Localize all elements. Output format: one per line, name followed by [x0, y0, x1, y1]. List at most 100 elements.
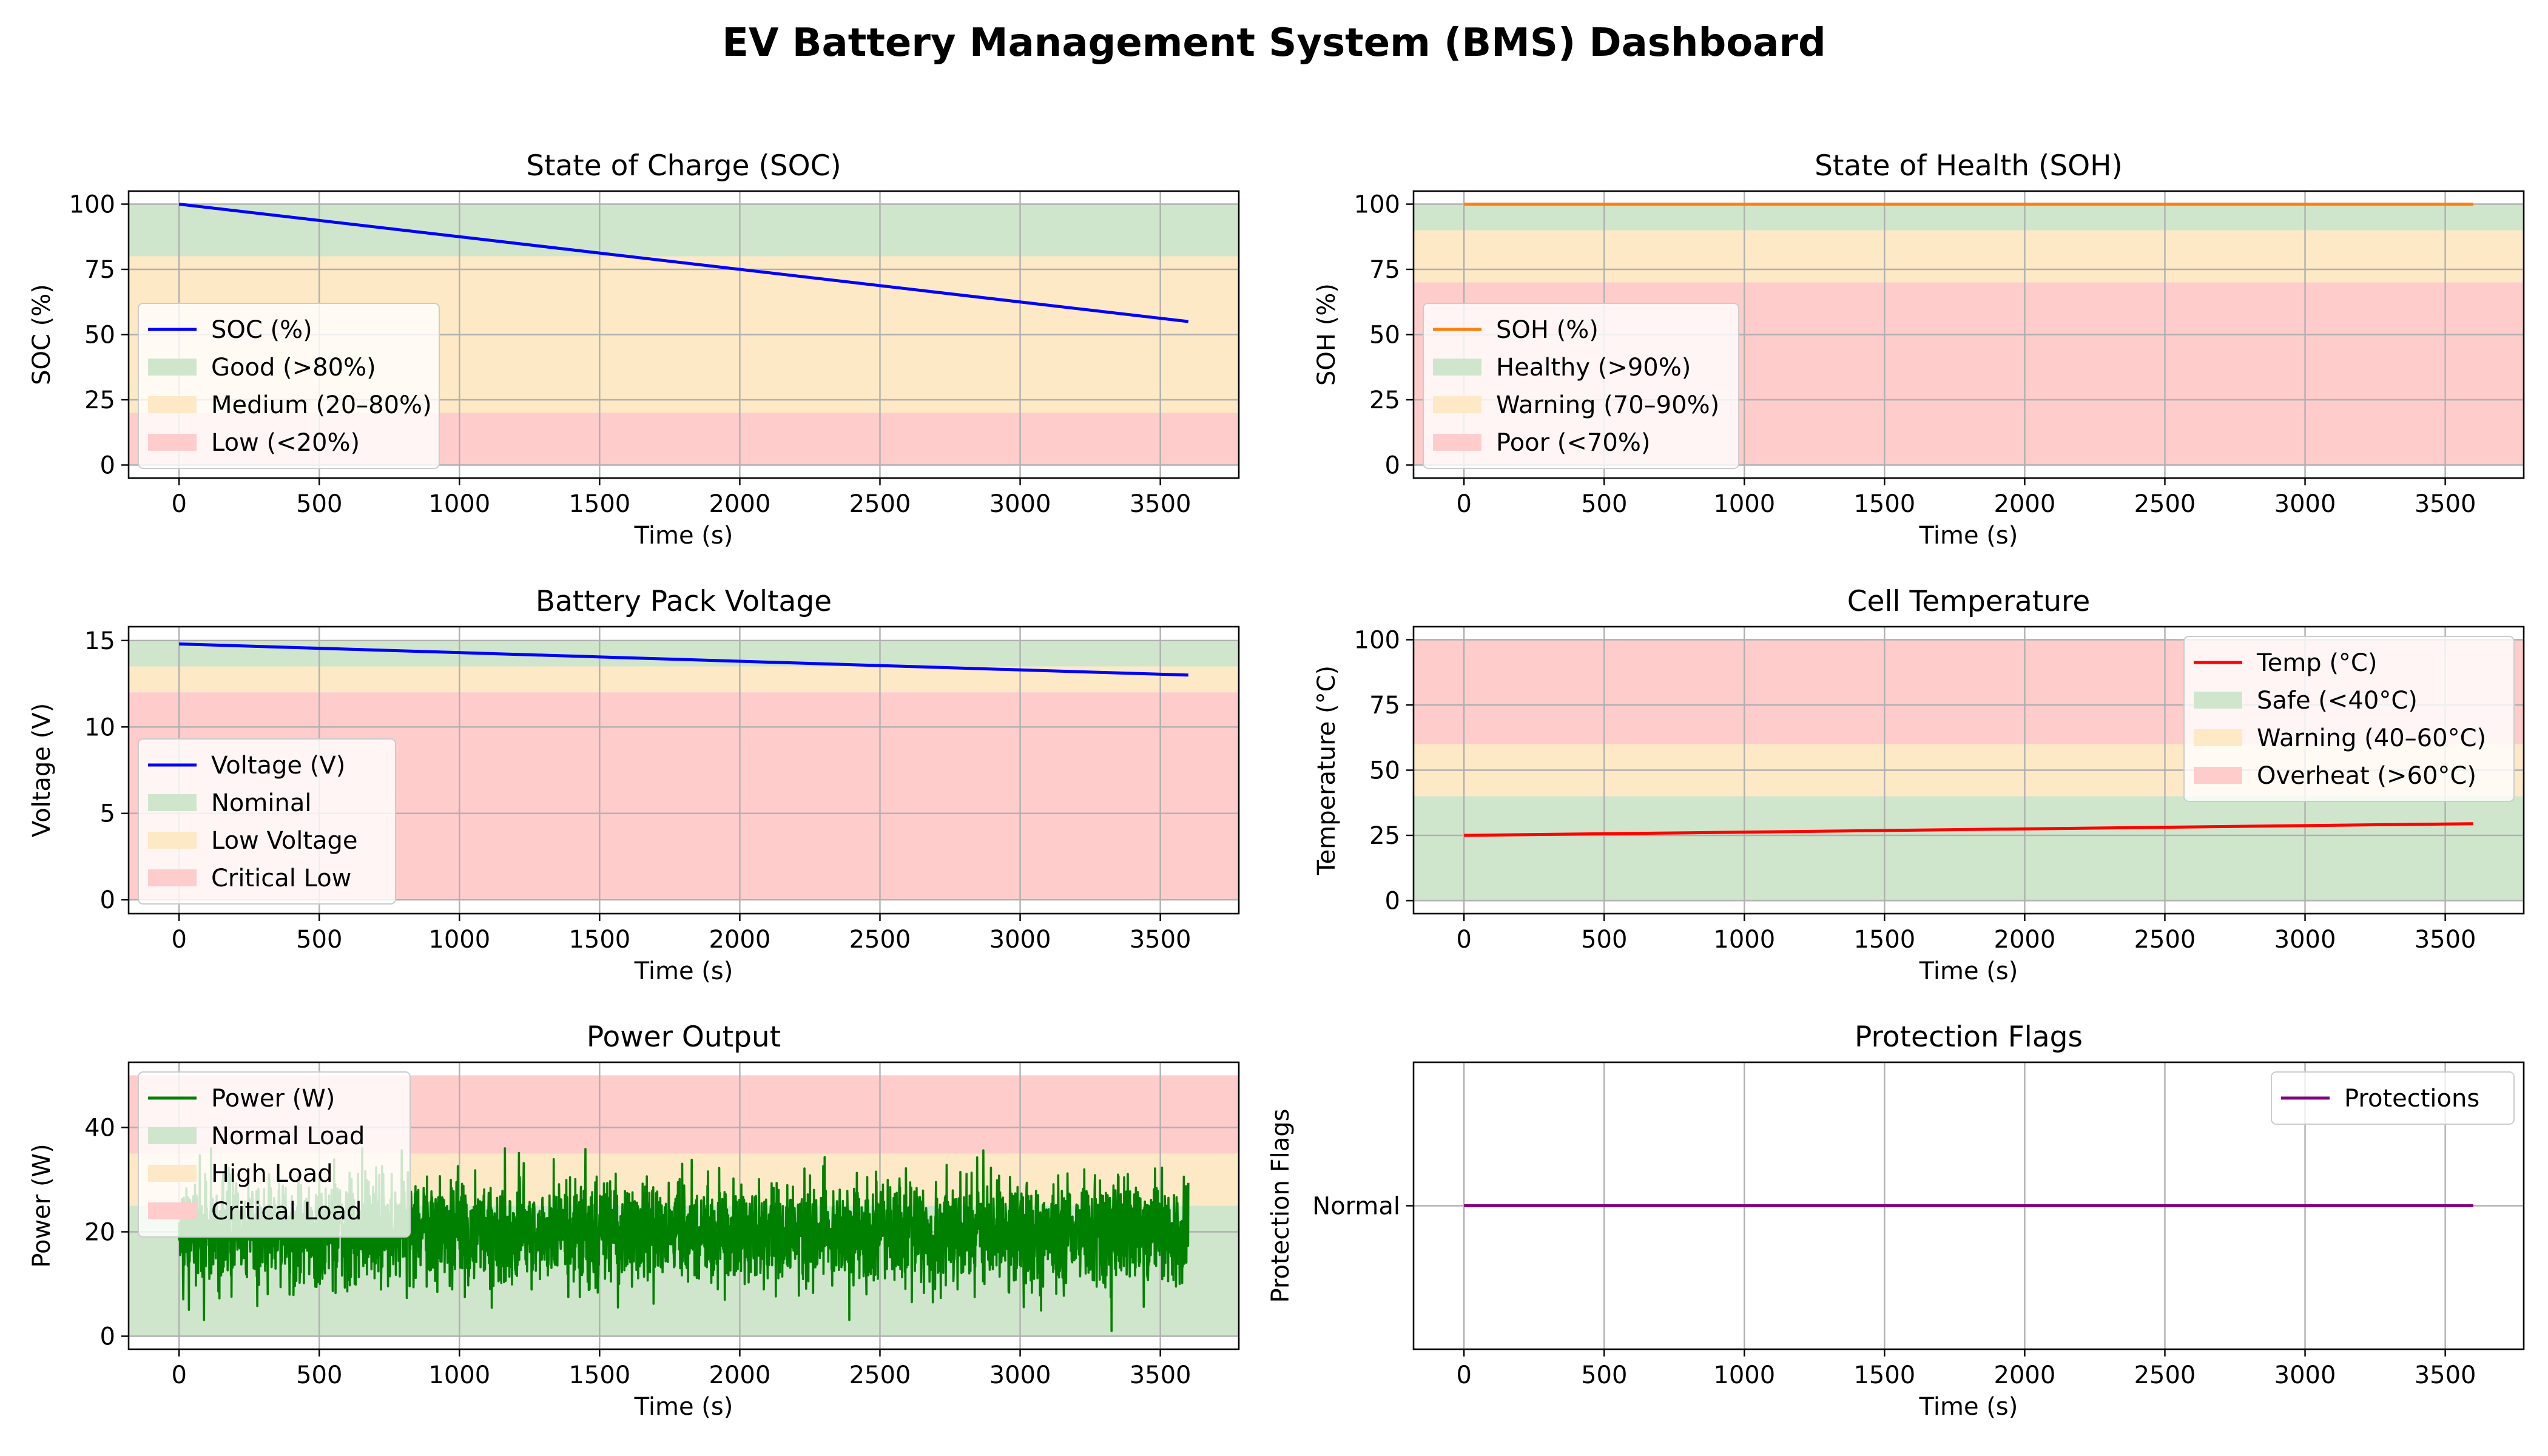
- ytick-label-power-1: 20: [84, 1219, 115, 1247]
- legend-swatch-soh-1: [1433, 359, 1481, 376]
- ytick-label-temperature-4: 100: [1354, 627, 1400, 655]
- dashboard-title: EV Battery Management System (BMS) Dashb…: [722, 21, 1826, 66]
- xtick-label-temperature-6: 3000: [2274, 926, 2336, 954]
- legend-label-soc-2: Medium (20–80%): [211, 391, 432, 419]
- ytick-label-soh-3: 75: [1369, 256, 1400, 284]
- ytick-label-voltage-3: 15: [84, 627, 115, 655]
- chart-title-protection: Protection Flags: [1855, 1020, 2083, 1054]
- series-line-power-0: [178, 1147, 1190, 1332]
- ytick-label-temperature-1: 25: [1369, 822, 1400, 850]
- ytick-label-soc-4: 100: [69, 191, 115, 219]
- legend-box-soh: [1423, 303, 1739, 469]
- legend-power: Power (W) Normal Load High Load Critical Lo…: [138, 1071, 411, 1238]
- xtick-label-soh-6: 3000: [2274, 490, 2336, 518]
- band-soh-0: [1414, 204, 2524, 231]
- xtick-label-protection-0: 0: [1456, 1361, 1471, 1389]
- chart-temperature: 0 500 1000 1500 2000 2500 3000 3500 0 25 50 75 100 Ce…: [1313, 585, 2525, 985]
- ytick-label-voltage-1: 5: [100, 800, 115, 828]
- legend-box-voltage: [138, 738, 396, 905]
- series-line-soc-0: [178, 203, 1189, 323]
- chart-title-power: Power Output: [587, 1020, 781, 1054]
- ytick-label-temperature-0: 0: [1385, 888, 1400, 915]
- xtick-label-power-3: 1500: [568, 1361, 630, 1389]
- xtick-label-power-1: 500: [296, 1361, 342, 1389]
- xtick-label-soh-0: 0: [1456, 490, 1471, 518]
- band-soc-0: [129, 204, 1239, 257]
- legend-label-soc-3: Low (<20%): [211, 429, 360, 457]
- legend-box-temperature: [2183, 636, 2515, 802]
- legend-label-soc-1: Good (>80%): [211, 354, 376, 382]
- y-axis-label-temperature: Temperature (°C): [1313, 666, 1341, 875]
- legend-label-voltage-0: Voltage (V): [211, 752, 345, 780]
- y-axis-label-voltage: Voltage (V): [28, 703, 56, 837]
- legend-swatch-soh-3: [1433, 434, 1481, 451]
- legend-swatch-temperature-2: [2194, 729, 2242, 746]
- xtick-label-power-4: 2000: [709, 1361, 771, 1389]
- x-axis-label-protection: Time (s): [1919, 1393, 2018, 1421]
- xtick-label-soh-5: 2500: [2134, 490, 2196, 518]
- ytick-label-soh-2: 50: [1369, 322, 1400, 349]
- chart-title-temperature: Cell Temperature: [1847, 585, 2091, 618]
- xtick-label-temperature-2: 1000: [1713, 926, 1775, 954]
- xtick-label-voltage-7: 3500: [1130, 926, 1191, 954]
- chart-title-soc: State of Charge (SOC): [526, 149, 841, 183]
- xtick-label-temperature-1: 500: [1581, 926, 1627, 954]
- xtick-label-voltage-5: 2500: [849, 926, 911, 954]
- xtick-label-voltage-3: 1500: [568, 926, 630, 954]
- legend-label-power-3: Critical Load: [211, 1198, 362, 1225]
- legend-swatch-temperature-3: [2194, 767, 2242, 784]
- chart-power: 0 500 1000 1500 2000 2500 3000 3500 0 20 40 Power O…: [28, 1020, 1240, 1421]
- y-axis-label-soh: SOH (%): [1313, 283, 1341, 386]
- legend-soc: SOC (%) Good (>80%) Medium (20–80%) Low (<2…: [138, 303, 440, 469]
- xtick-label-protection-5: 2500: [2134, 1361, 2196, 1389]
- ytick-label-soh-0: 0: [1385, 452, 1400, 480]
- legend-label-power-0: Power (W): [211, 1085, 335, 1113]
- ytick-label-voltage-0: 0: [100, 886, 115, 914]
- ytick-label-power-2: 40: [84, 1114, 115, 1142]
- chart-soc: 0 500 1000 1500 2000 2500 3000 3500 0 25 50 75 100 St…: [28, 149, 1240, 550]
- xtick-label-protection-7: 3500: [2415, 1361, 2476, 1389]
- xtick-label-protection-1: 500: [1581, 1361, 1627, 1389]
- xtick-label-temperature-5: 2500: [2134, 926, 2196, 954]
- xtick-label-soc-7: 3500: [1130, 490, 1191, 518]
- xtick-label-temperature-4: 2000: [1994, 926, 2056, 954]
- xtick-label-soc-4: 2000: [709, 490, 771, 518]
- x-axis-label-soc: Time (s): [634, 522, 733, 550]
- legend-voltage: Voltage (V) Nominal Low Voltage Critical Lo…: [138, 738, 396, 905]
- legend-label-soh-0: SOH (%): [1496, 316, 1599, 344]
- legend-swatch-voltage-1: [148, 794, 197, 811]
- ytick-label-temperature-2: 50: [1369, 757, 1400, 785]
- band-soh-1: [1414, 230, 2524, 283]
- xtick-label-power-0: 0: [171, 1361, 186, 1389]
- legend-swatch-voltage-2: [148, 832, 197, 849]
- legend-label-soh-1: Healthy (>90%): [1496, 354, 1691, 382]
- chart-title-soh: State of Health (SOH): [1815, 149, 2123, 183]
- y-axis-label-soc: SOC (%): [28, 284, 56, 385]
- legend-label-soh-3: Poor (<70%): [1496, 429, 1650, 457]
- xtick-label-soh-3: 1500: [1853, 490, 1915, 518]
- legend-label-power-2: High Load: [211, 1160, 333, 1188]
- xtick-label-temperature-7: 3500: [2415, 926, 2476, 954]
- ytick-label-soc-2: 50: [84, 322, 115, 349]
- legend-label-voltage-3: Critical Low: [211, 864, 351, 892]
- ytick-label-soc-3: 75: [84, 256, 115, 284]
- xtick-label-soc-6: 3000: [989, 490, 1051, 518]
- xtick-label-power-2: 1000: [428, 1361, 490, 1389]
- legend-label-temperature-1: Safe (<40°C): [2257, 687, 2418, 715]
- ytick-label-soh-4: 100: [1354, 191, 1400, 219]
- legend-label-voltage-2: Low Voltage: [211, 827, 358, 855]
- xtick-label-soh-2: 1000: [1713, 490, 1775, 518]
- band-temperature-0: [1414, 796, 2524, 901]
- ytick-label-soc-0: 0: [100, 452, 115, 480]
- xtick-label-power-7: 3500: [1130, 1361, 1191, 1389]
- xtick-label-soh-4: 2000: [1994, 490, 2056, 518]
- legend-label-temperature-2: Warning (40–60°C): [2257, 724, 2486, 752]
- x-axis-label-voltage: Time (s): [634, 957, 733, 985]
- chart-soh: 0 500 1000 1500 2000 2500 3000 3500 0 25 50 75 100 St…: [1313, 149, 2525, 550]
- xtick-label-soc-0: 0: [171, 490, 186, 518]
- xtick-label-soc-5: 2500: [849, 490, 911, 518]
- xtick-label-soh-7: 3500: [2415, 490, 2476, 518]
- ytick-label-voltage-2: 10: [84, 713, 115, 741]
- xtick-label-voltage-6: 3000: [989, 926, 1051, 954]
- xtick-label-temperature-3: 1500: [1853, 926, 1915, 954]
